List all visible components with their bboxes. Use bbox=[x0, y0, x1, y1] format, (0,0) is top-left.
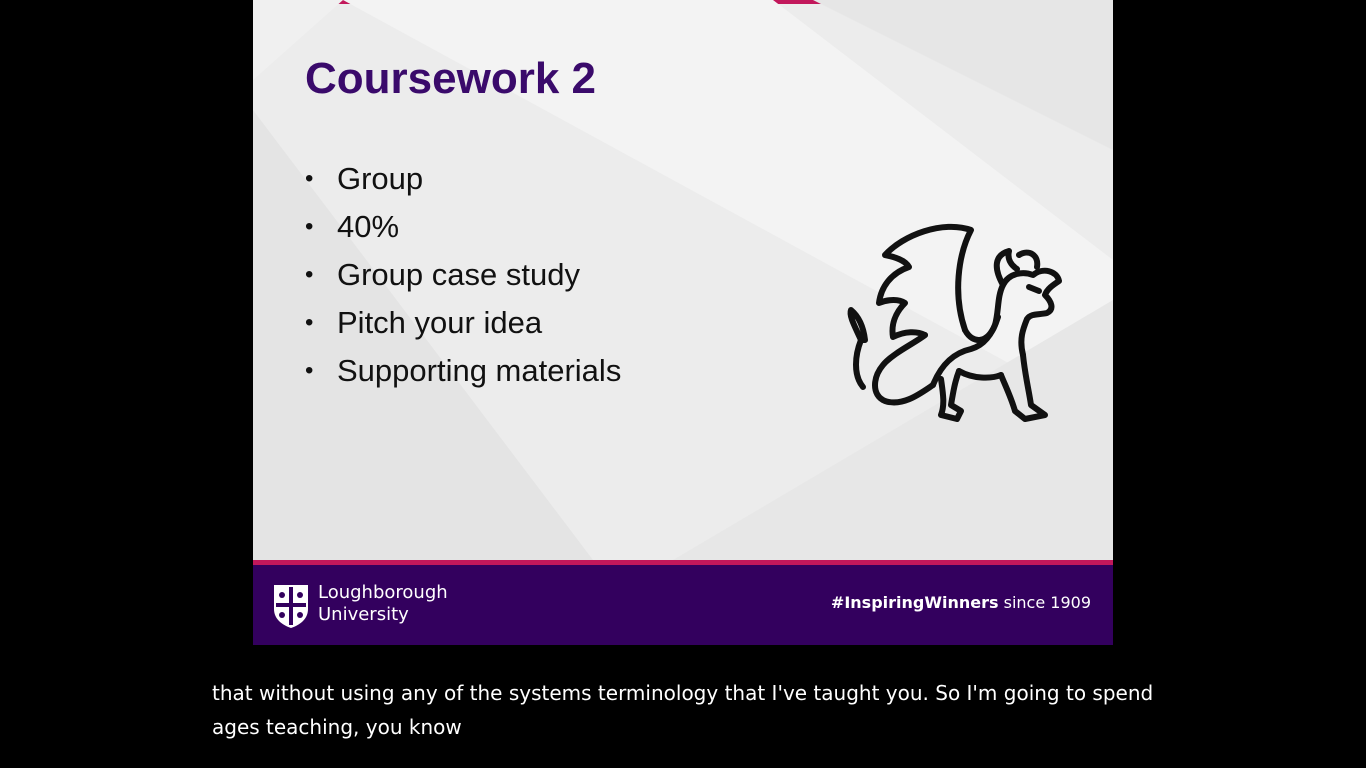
background-facets bbox=[253, 0, 1113, 560]
bullet-marker: • bbox=[305, 309, 314, 336]
university-crest-icon bbox=[274, 585, 308, 628]
university-logo-text: Loughborough University bbox=[318, 582, 448, 626]
slide-footer: Loughborough University #InspiringWinner… bbox=[253, 565, 1113, 645]
presentation-slide: Coursework 2 • Group • 40% • Group case stu… bbox=[253, 0, 1113, 645]
footer-accent-rule bbox=[253, 560, 1113, 565]
bullet-item: • Supporting materials bbox=[305, 347, 621, 395]
bullet-text: Pitch your idea bbox=[337, 305, 543, 340]
bullet-marker: • bbox=[305, 213, 314, 240]
footer-tagline: #InspiringWinners since 1909 bbox=[831, 593, 1091, 612]
bullet-text: Supporting materials bbox=[337, 353, 622, 388]
bullet-marker: • bbox=[305, 357, 314, 384]
bullet-text: 40% bbox=[337, 209, 400, 244]
bullet-item: • Group case study bbox=[305, 251, 621, 299]
logo-line-2: University bbox=[318, 604, 409, 625]
slide-title: Coursework 2 bbox=[305, 54, 596, 103]
bullet-item: • 40% bbox=[305, 203, 621, 251]
bullet-text: Group case study bbox=[337, 257, 580, 292]
bullet-marker: • bbox=[305, 261, 314, 288]
logo-line-1: Loughborough bbox=[318, 582, 448, 603]
bullet-item: • Group bbox=[305, 155, 621, 203]
tagline-hashtag: #InspiringWinners bbox=[830, 593, 999, 612]
caption-line-1: that without using any of the systems te… bbox=[212, 681, 1154, 705]
caption-line-2: ages teaching, you know bbox=[212, 715, 462, 739]
tagline-since: since 1909 bbox=[1003, 593, 1091, 612]
dragon-icon bbox=[847, 223, 1062, 422]
bullet-item: • Pitch your idea bbox=[305, 299, 621, 347]
bullet-marker: • bbox=[305, 165, 314, 192]
bullet-text: Group bbox=[337, 161, 424, 196]
bullet-list: • Group • 40% • Group case study • Pitch you… bbox=[305, 155, 621, 395]
caption-text: that without using any of the systems te… bbox=[212, 676, 1192, 744]
